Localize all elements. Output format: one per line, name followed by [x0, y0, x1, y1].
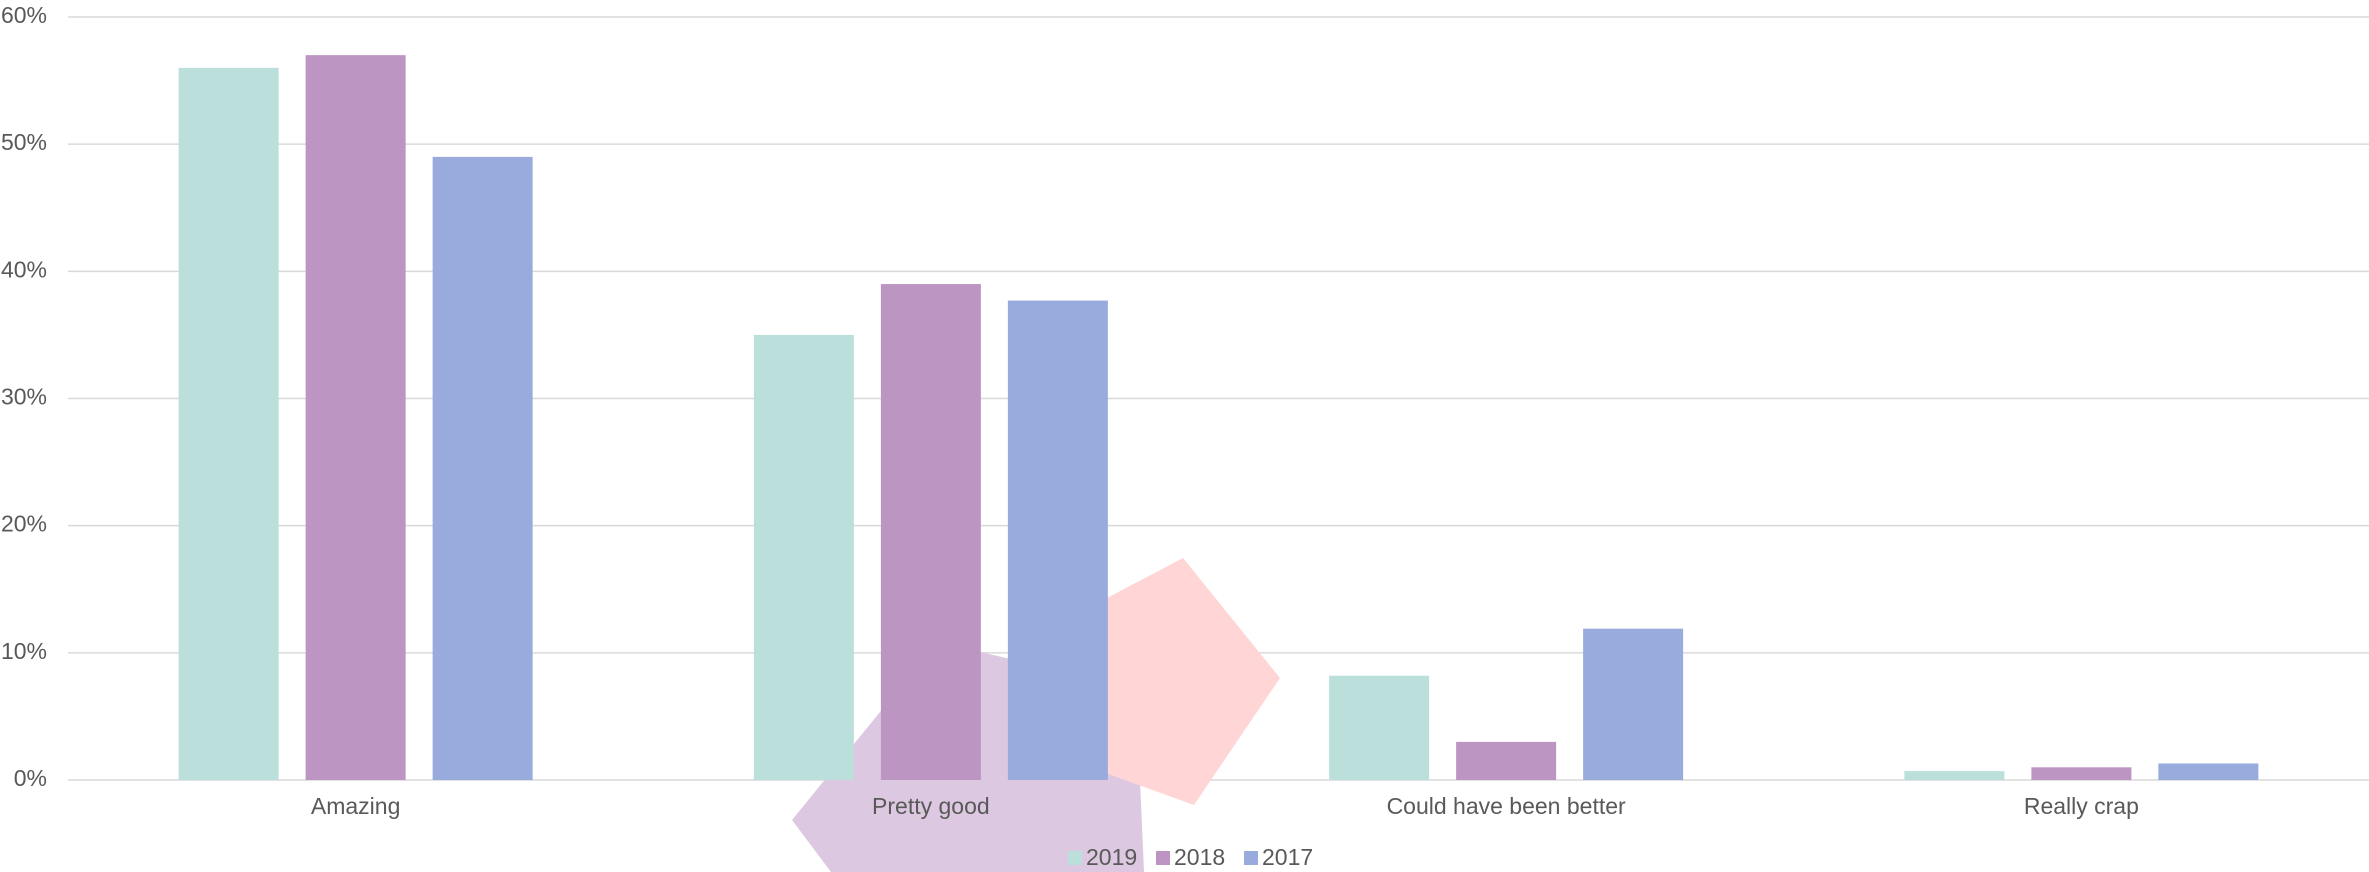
- bar: [1329, 675, 1430, 780]
- y-tick-label: 40%: [1, 256, 47, 282]
- bar: [1904, 771, 2005, 780]
- x-tick-label: Could have been better: [1387, 793, 1626, 819]
- bar: [1583, 628, 1684, 780]
- x-tick-label: Pretty good: [872, 793, 990, 819]
- y-tick-label: 0%: [14, 765, 47, 791]
- y-tick-label: 60%: [1, 2, 47, 28]
- bar: [305, 55, 406, 780]
- y-tick-label: 20%: [1, 511, 47, 537]
- legend-label: 2017: [1262, 844, 1313, 870]
- bar: [880, 284, 981, 780]
- y-tick-label: 10%: [1, 638, 47, 664]
- x-tick-label: Really crap: [2024, 793, 2139, 819]
- y-tick-label: 50%: [1, 129, 47, 155]
- legend-marker: [1068, 851, 1082, 865]
- legend-label: 2019: [1086, 844, 1137, 870]
- bar: [2031, 767, 2132, 780]
- bar: [2158, 763, 2259, 780]
- x-tick-label: Amazing: [311, 793, 400, 819]
- decorative-shape: [1058, 558, 1280, 805]
- bar: [1456, 741, 1557, 780]
- bar: [1007, 300, 1108, 780]
- y-tick-label: 30%: [1, 384, 47, 410]
- bar: [178, 67, 279, 780]
- bar: [753, 334, 854, 780]
- legend-label: 2018: [1174, 844, 1225, 870]
- legend-marker: [1156, 851, 1170, 865]
- bar: [432, 156, 533, 781]
- legend-marker: [1244, 851, 1258, 865]
